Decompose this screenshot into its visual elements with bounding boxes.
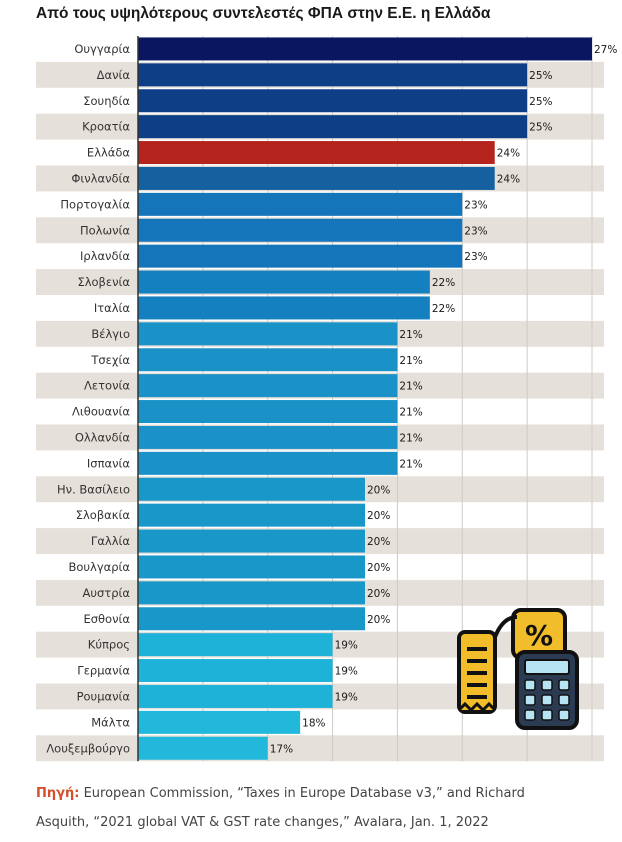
bar-2 — [138, 89, 528, 113]
source-label: Πηγή: — [36, 786, 80, 801]
category-label: Μάλτα — [91, 715, 130, 729]
bar-15 — [138, 425, 398, 449]
tax-receipt-calculator-icon: % — [455, 607, 580, 732]
value-label: 20% — [367, 484, 390, 496]
bar-21 — [138, 581, 365, 605]
value-label: 17% — [270, 743, 293, 755]
bar-25 — [138, 684, 333, 708]
source-text: European Commission, “Taxes in Europe Da… — [36, 786, 525, 830]
category-label: Βέλγιο — [91, 327, 130, 341]
value-label: 21% — [399, 355, 422, 367]
value-label: 24% — [497, 173, 520, 185]
category-label: Γαλλία — [91, 534, 130, 548]
bar-8 — [138, 244, 463, 268]
value-label: 20% — [367, 614, 390, 626]
category-label: Σλοβενία — [77, 275, 130, 289]
value-label: 18% — [302, 717, 325, 729]
value-label: 25% — [529, 122, 552, 134]
category-label: Βουλγαρία — [68, 560, 130, 574]
category-label: Ιρλανδία — [80, 249, 130, 263]
bar-5 — [138, 166, 495, 190]
value-label: 21% — [399, 458, 422, 470]
value-label: 20% — [367, 588, 390, 600]
bar-7 — [138, 218, 463, 242]
category-label: Ελλάδα — [87, 146, 130, 160]
value-label: 19% — [335, 640, 358, 652]
category-label: Λουξεμβούργο — [46, 741, 130, 755]
value-label: 23% — [464, 251, 487, 263]
category-label: Αυστρία — [82, 586, 130, 600]
bar-12 — [138, 348, 398, 372]
value-label: 21% — [399, 329, 422, 341]
category-label: Δανία — [97, 68, 131, 82]
row-stripe — [36, 735, 604, 762]
category-label: Ισπανία — [87, 456, 130, 470]
bar-14 — [138, 400, 398, 424]
value-label: 19% — [335, 666, 358, 678]
category-label: Γερμανία — [77, 664, 130, 678]
chart-title: Από τους υψηλότερους συντελεστές ΦΠΑ στη… — [36, 5, 491, 22]
value-label: 22% — [432, 303, 455, 315]
value-label: 25% — [529, 96, 552, 108]
bar-9 — [138, 270, 430, 294]
value-label: 23% — [464, 225, 487, 237]
category-label: Σουηδία — [83, 94, 130, 108]
bar-20 — [138, 555, 365, 579]
category-label: Ην. Βασίλειο — [57, 482, 130, 496]
bar-16 — [138, 451, 398, 475]
bar-10 — [138, 296, 430, 320]
value-label: 24% — [497, 148, 520, 160]
bar-0 — [138, 37, 592, 61]
category-label: Κροατία — [82, 120, 130, 134]
bar-3 — [138, 115, 528, 139]
bar-22 — [138, 607, 365, 631]
bar-24 — [138, 659, 333, 683]
value-label: 20% — [367, 510, 390, 522]
bar-27 — [138, 736, 268, 760]
bar-13 — [138, 374, 398, 398]
vat-bar-chart: Ουγγαρία 27% Δανία 25% Σουηδία 25% Κροατία 25% Ε… — [36, 36, 617, 762]
bar-19 — [138, 529, 365, 553]
category-label: Ολλανδία — [75, 430, 131, 444]
source-note: Πηγή: European Commission, “Taxes in Eur… — [36, 779, 556, 837]
value-label: 21% — [399, 381, 422, 393]
bar-17 — [138, 477, 365, 501]
value-label: 20% — [367, 562, 390, 574]
category-label: Λετονία — [84, 379, 130, 393]
category-label: Πορτογαλία — [60, 197, 130, 211]
value-label: 20% — [367, 536, 390, 548]
bar-23 — [138, 633, 333, 657]
category-label: Ιταλία — [94, 301, 131, 315]
svg-text:%: % — [525, 619, 553, 652]
value-label: 19% — [335, 691, 358, 703]
category-label: Φινλανδία — [71, 171, 130, 185]
category-label: Εσθονία — [83, 612, 130, 626]
bar-11 — [138, 322, 398, 346]
value-label: 21% — [399, 432, 422, 444]
bar-26 — [138, 710, 301, 734]
value-label: 22% — [432, 277, 455, 289]
value-label: 25% — [529, 70, 552, 82]
bar-4 — [138, 141, 495, 165]
value-label: 21% — [399, 407, 422, 419]
category-label: Λιθουανία — [72, 405, 130, 419]
bar-18 — [138, 503, 365, 527]
category-label: Πολωνία — [80, 223, 130, 237]
value-label: 23% — [464, 199, 487, 211]
category-label: Ρουμανία — [77, 689, 131, 703]
bar-1 — [138, 63, 528, 87]
category-label: Σλοβακία — [76, 508, 131, 522]
value-label: 27% — [594, 44, 617, 56]
category-label: Ουγγαρία — [74, 42, 130, 56]
category-label: Κύπρος — [88, 638, 130, 652]
category-label: Τσεχία — [90, 353, 130, 367]
bar-6 — [138, 192, 463, 216]
